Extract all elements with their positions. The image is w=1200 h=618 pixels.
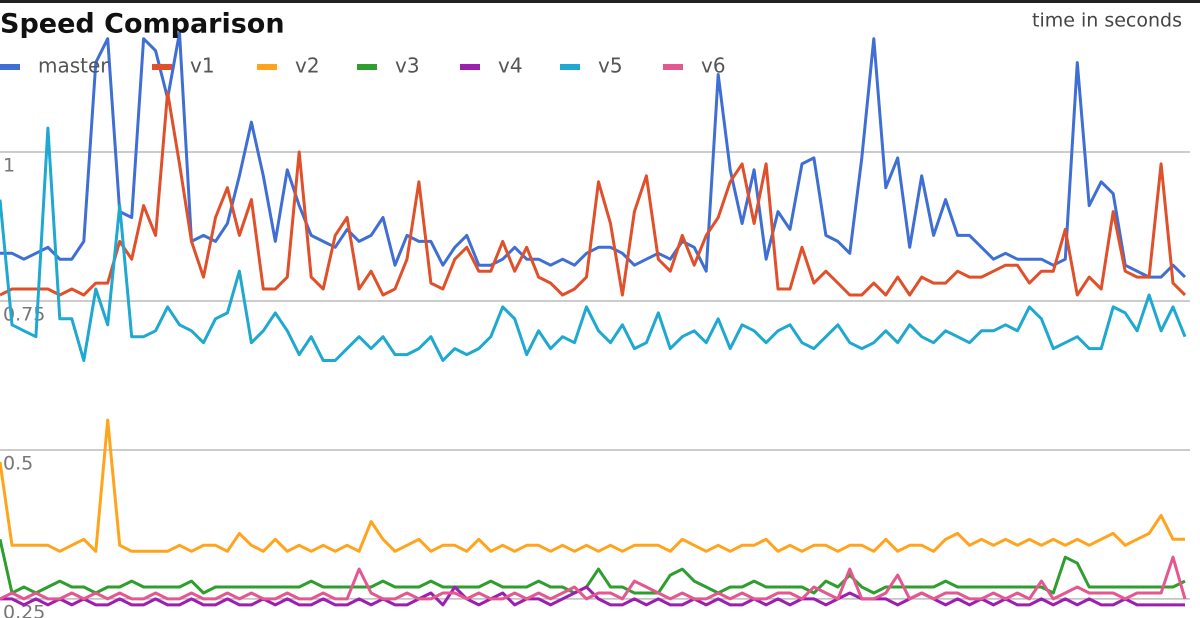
series-line xyxy=(0,585,1185,607)
series-line xyxy=(0,126,1187,362)
legend-label: v5 xyxy=(598,54,623,78)
y-tick-label: 0.5 xyxy=(3,452,33,474)
series-line xyxy=(0,538,1186,595)
plot xyxy=(0,31,1187,607)
series-line xyxy=(0,31,1187,279)
legend-label: v3 xyxy=(395,54,420,78)
chart-subtitle: time in seconds xyxy=(1032,10,1182,32)
legend-label: master xyxy=(38,54,109,78)
y-tick-label: 0.75 xyxy=(3,303,45,325)
legend-label: v6 xyxy=(701,54,726,78)
y-tick-label: 0.25 xyxy=(3,601,45,618)
series-line xyxy=(0,555,1187,601)
legend-label: v4 xyxy=(498,54,523,78)
legend: master v1 v2 v3 v4 v5 v6 xyxy=(0,54,726,78)
series-line xyxy=(0,418,1185,553)
chart-title: Speed Comparison xyxy=(0,9,285,40)
series-line xyxy=(0,90,1187,297)
y-tick-label: 1 xyxy=(3,154,15,176)
legend-label: v1 xyxy=(190,54,215,78)
grid: 0.25 0.5 0.75 1 xyxy=(0,151,1190,618)
legend-label: v2 xyxy=(295,54,320,78)
